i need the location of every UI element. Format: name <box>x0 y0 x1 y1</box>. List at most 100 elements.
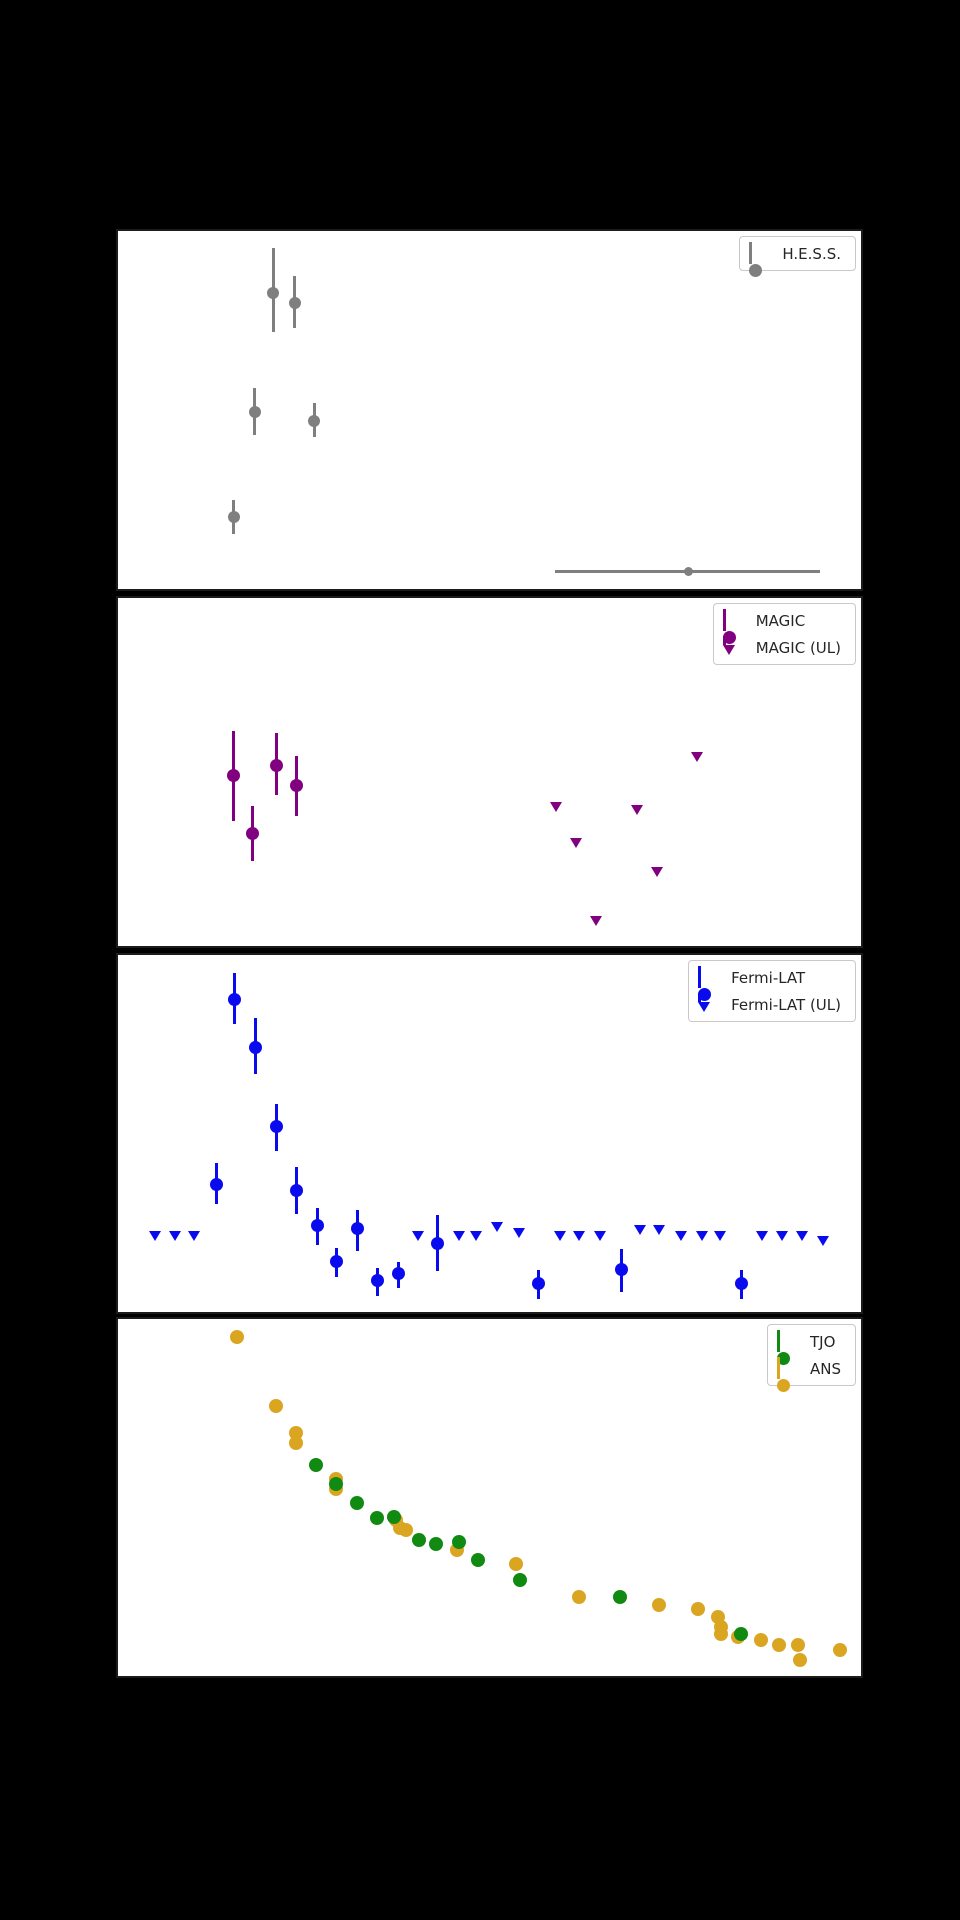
legend-item-magic: MAGIC <box>722 607 841 644</box>
circle-marker <box>268 1399 283 1414</box>
circle-marker <box>612 1590 627 1605</box>
triangle-down-marker <box>633 1224 646 1235</box>
legend-circle <box>722 630 736 644</box>
legend-label-hess: H.E.S.S. <box>782 244 841 263</box>
legend-ul-triangle <box>722 644 735 655</box>
legend-label-tjo: TJO <box>809 1332 836 1351</box>
circle-marker <box>772 1638 787 1653</box>
legend-label-fermi-lat-ul: Fermi-LAT (UL) <box>731 995 841 1014</box>
circle-marker <box>248 406 261 419</box>
circle-marker <box>691 1601 706 1616</box>
triangle-down-marker <box>775 1230 788 1241</box>
circle-marker <box>387 1509 402 1524</box>
circle-marker <box>289 779 303 793</box>
triangle-down-marker <box>549 801 562 812</box>
legend-item-fermi-lat-ul: Fermi-LAT (UL) <box>698 991 841 1018</box>
legend-circle <box>776 1351 790 1365</box>
legend-circle <box>698 987 712 1001</box>
circle-marker <box>227 769 241 783</box>
fermi-lat-errorbar-marker-icon <box>698 965 712 1001</box>
legend-errorbar-line <box>722 608 726 631</box>
circle-marker <box>452 1534 467 1549</box>
magic-errorbar-marker-icon <box>722 608 737 644</box>
circle-marker <box>248 1040 262 1054</box>
circle-marker <box>391 1266 405 1280</box>
legend-errorbar-line <box>698 965 702 988</box>
legend-label-magic-ul: MAGIC (UL) <box>755 638 841 657</box>
triangle-down-marker <box>674 1230 687 1241</box>
circle-marker <box>269 1120 283 1134</box>
circle-marker <box>227 511 240 524</box>
legend-item-fermi-lat: Fermi-LAT <box>698 964 841 1001</box>
circle-marker <box>310 1219 324 1233</box>
circle-marker <box>572 1590 587 1605</box>
circle-marker <box>267 286 280 299</box>
triangle-down-marker <box>491 1222 504 1233</box>
magic-upper-limit-marker-icon <box>722 635 737 660</box>
circle-marker <box>399 1522 414 1537</box>
legend-circle <box>749 263 763 277</box>
circle-marker <box>288 296 301 309</box>
circle-marker <box>509 1556 524 1571</box>
triangle-down-marker <box>572 1230 585 1241</box>
triangle-down-marker <box>755 1230 768 1241</box>
triangle-down-marker <box>553 1230 566 1241</box>
circle-marker <box>229 1329 244 1344</box>
circle-marker <box>471 1552 486 1567</box>
legend-hess: H.E.S.S. <box>739 236 856 277</box>
circle-marker <box>684 566 694 576</box>
panel-fermi-lat: Fermi-LAT Fermi-LAT (UL) <box>116 953 863 1314</box>
triangle-down-marker <box>653 1224 666 1235</box>
circle-marker <box>429 1536 443 1551</box>
panel-hess: H.E.S.S. <box>116 229 863 591</box>
triangle-down-marker <box>589 916 602 927</box>
circle-marker <box>209 1177 223 1191</box>
triangle-down-marker <box>795 1230 808 1241</box>
triangle-down-marker <box>650 866 663 877</box>
circle-marker <box>245 827 259 841</box>
legend-ul-triangle <box>698 1001 711 1012</box>
circle-marker <box>349 1495 364 1510</box>
panel-magic: MAGIC MAGIC (UL) <box>116 596 863 948</box>
legend-fermi-lat: Fermi-LAT Fermi-LAT (UL) <box>688 960 856 1022</box>
triangle-down-marker <box>816 1235 829 1246</box>
circle-marker <box>754 1633 769 1648</box>
triangle-down-marker <box>630 804 643 815</box>
legend-magic: MAGIC MAGIC (UL) <box>712 603 856 665</box>
legend-ul-stem <box>722 635 726 645</box>
panel-optical: TJO ANS <box>116 1317 863 1678</box>
hess-errorbar-marker-icon <box>749 241 763 277</box>
legend-errorbar-line <box>776 1329 780 1352</box>
legend-optical: TJO ANS <box>766 1324 856 1392</box>
circle-marker <box>350 1222 364 1236</box>
circle-marker <box>370 1273 384 1287</box>
circle-marker <box>289 1436 304 1451</box>
legend-label-magic: MAGIC <box>755 611 806 630</box>
triangle-down-marker <box>452 1230 465 1241</box>
triangle-down-marker <box>188 1230 201 1241</box>
circle-marker <box>228 993 242 1007</box>
circle-marker <box>793 1652 808 1667</box>
legend-ul-stem <box>698 992 702 1002</box>
circle-marker <box>289 1184 303 1198</box>
triangle-down-marker <box>512 1228 525 1239</box>
legend-errorbar-line <box>749 241 753 264</box>
circle-marker <box>430 1236 444 1250</box>
triangle-down-marker <box>714 1230 727 1241</box>
circle-marker <box>615 1263 629 1277</box>
circle-marker <box>329 1254 343 1268</box>
circle-marker <box>790 1638 805 1653</box>
triangle-down-marker <box>696 1230 709 1241</box>
circle-marker <box>733 1627 748 1642</box>
legend-item-magic-ul: MAGIC (UL) <box>722 634 841 661</box>
circle-marker <box>411 1532 426 1547</box>
circle-marker <box>308 415 321 428</box>
legend-circle <box>776 1378 790 1392</box>
circle-marker <box>833 1643 848 1658</box>
circle-marker <box>532 1276 546 1290</box>
circle-marker <box>734 1276 748 1290</box>
triangle-down-marker <box>411 1230 424 1241</box>
ans-errorbar-marker-icon <box>776 1356 791 1392</box>
fermi-lat-upper-limit-marker-icon <box>698 992 712 1017</box>
